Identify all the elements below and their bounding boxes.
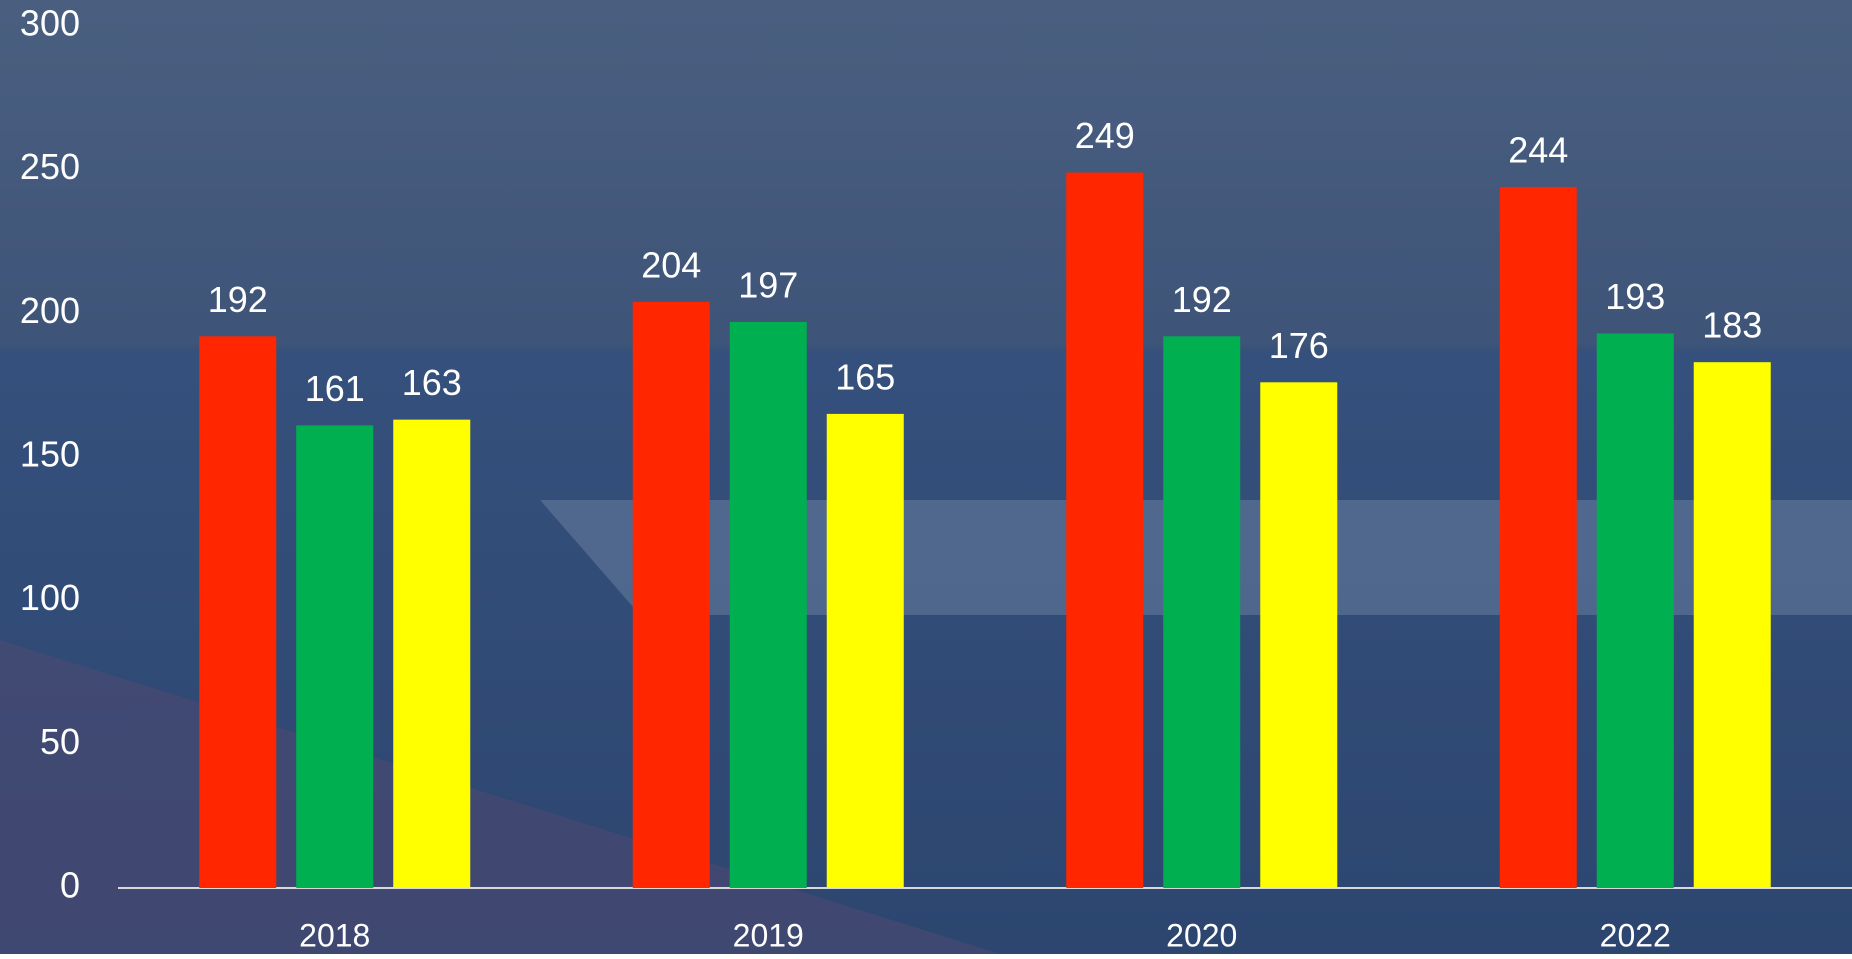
value-label: 163 — [402, 362, 462, 403]
chart: 0 50 100 150 200 250 300 2018 192 161 163 2019 204 19… — [0, 0, 1852, 954]
value-label: 176 — [1269, 325, 1329, 366]
bar — [1066, 173, 1143, 888]
value-label: 183 — [1702, 305, 1762, 346]
x-tick-label: 2019 — [733, 917, 804, 953]
y-tick-label: 100 — [20, 577, 80, 618]
value-label: 244 — [1508, 129, 1568, 170]
bar — [633, 302, 710, 888]
y-tick-label: 300 — [20, 3, 80, 44]
value-label: 192 — [1172, 279, 1232, 320]
bar — [296, 425, 373, 888]
y-tick-label: 200 — [20, 290, 80, 331]
bar — [1260, 382, 1337, 888]
bar — [1597, 333, 1674, 888]
value-label: 192 — [208, 279, 268, 320]
bar — [827, 414, 904, 888]
bar — [199, 336, 276, 888]
y-tick-label: 150 — [20, 434, 80, 475]
value-label: 165 — [835, 356, 895, 397]
bar — [393, 420, 470, 888]
value-label: 204 — [641, 244, 701, 285]
y-tick-label: 50 — [40, 721, 80, 762]
bar — [1694, 362, 1771, 888]
bar — [1163, 336, 1240, 888]
y-tick-label: 0 — [60, 865, 80, 906]
value-label: 193 — [1605, 276, 1665, 317]
y-tick-label: 250 — [20, 146, 80, 187]
x-tick-label: 2022 — [1600, 917, 1671, 953]
value-label: 161 — [305, 368, 365, 409]
x-tick-label: 2020 — [1166, 917, 1237, 953]
x-tick-label: 2018 — [299, 917, 370, 953]
bar — [730, 322, 807, 888]
value-label: 197 — [738, 264, 798, 305]
page: 0 50 100 150 200 250 300 2018 192 161 163 2019 204 19… — [0, 0, 1852, 954]
bar — [1500, 187, 1577, 888]
value-label: 249 — [1075, 115, 1135, 156]
